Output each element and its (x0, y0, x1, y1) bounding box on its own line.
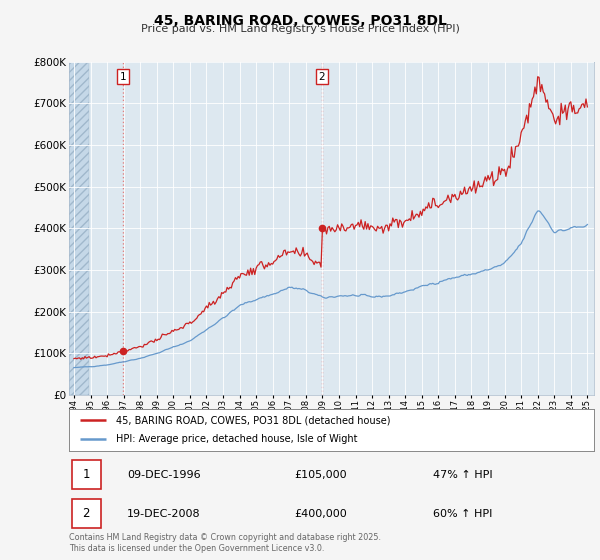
Text: 2: 2 (82, 507, 90, 520)
Text: 2: 2 (319, 72, 325, 82)
Text: 47% ↑ HPI: 47% ↑ HPI (433, 470, 493, 479)
Text: 1: 1 (119, 72, 126, 82)
Text: 45, BARING ROAD, COWES, PO31 8DL: 45, BARING ROAD, COWES, PO31 8DL (154, 14, 446, 28)
Text: £105,000: £105,000 (295, 470, 347, 479)
Text: 45, BARING ROAD, COWES, PO31 8DL (detached house): 45, BARING ROAD, COWES, PO31 8DL (detach… (116, 415, 391, 425)
FancyBboxPatch shape (71, 460, 101, 489)
Text: 09-DEC-1996: 09-DEC-1996 (127, 470, 200, 479)
FancyBboxPatch shape (71, 500, 101, 529)
Text: 60% ↑ HPI: 60% ↑ HPI (433, 509, 493, 519)
Text: £400,000: £400,000 (295, 509, 347, 519)
Text: HPI: Average price, detached house, Isle of Wight: HPI: Average price, detached house, Isle… (116, 435, 358, 445)
Text: Price paid vs. HM Land Registry's House Price Index (HPI): Price paid vs. HM Land Registry's House … (140, 24, 460, 34)
Text: 1: 1 (82, 468, 90, 481)
Text: 19-DEC-2008: 19-DEC-2008 (127, 509, 200, 519)
Text: Contains HM Land Registry data © Crown copyright and database right 2025.
This d: Contains HM Land Registry data © Crown c… (69, 533, 381, 553)
